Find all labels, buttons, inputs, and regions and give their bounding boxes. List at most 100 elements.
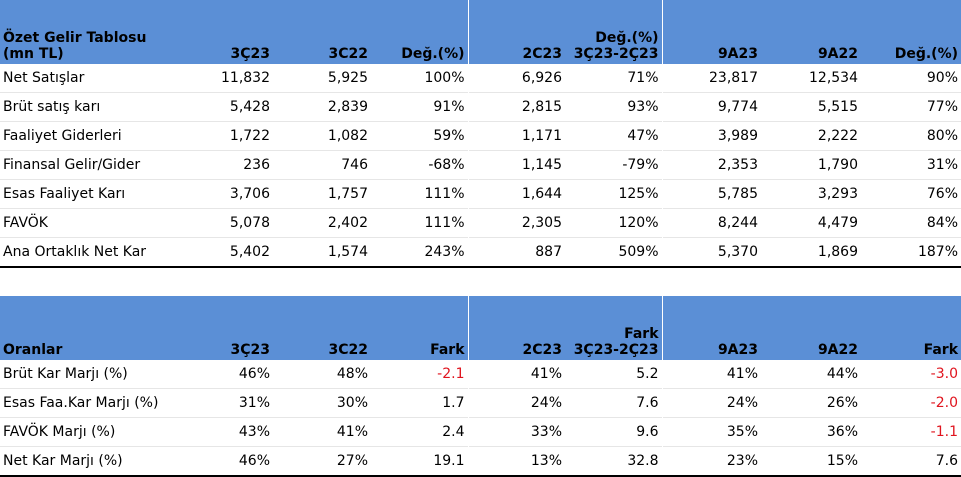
- cell-value: 90%: [926, 70, 958, 86]
- cell-value: 5,402: [229, 244, 270, 260]
- cell-value: 125%: [618, 186, 659, 202]
- cell-value: 111%: [424, 215, 465, 231]
- cell-value: 41%: [661, 360, 761, 389]
- income-header-row: Özet Gelir Tablosu (mn TL) 3Ç23 3C22 Değ.…: [0, 0, 961, 64]
- row-label: FAVÖK: [3, 215, 48, 231]
- ratio-row: Brüt Kar Marjı (%) 46% 48% -2.1 41% 5.2 41% 44%…: [0, 360, 961, 389]
- cell-value: 120%: [618, 215, 659, 231]
- ratios-table-title: Oranlar: [3, 342, 63, 358]
- cell-value: 2,222: [817, 128, 858, 144]
- cell-value: 243%: [424, 244, 465, 260]
- cell-value: 1,644: [467, 179, 565, 209]
- cell-value: 1,082: [327, 128, 368, 144]
- cell-value: 77%: [926, 99, 958, 115]
- cell-value: 509%: [618, 244, 659, 260]
- cell-value: -79%: [622, 157, 659, 173]
- income-row: Brüt satış karı 5,428 2,839 91% 2,815 93% 9,77…: [0, 92, 961, 122]
- cell-value: 23%: [661, 446, 761, 476]
- cell-value: 1,171: [467, 121, 565, 151]
- income-row: FAVÖK 5,078 2,402 111% 2,305 120% 8,244 4,479 84…: [0, 208, 961, 238]
- ratio-row: Esas Faa.Kar Marjı (%) 31% 30% 1.7 24% 7.6 24%…: [0, 388, 961, 418]
- row-label: FAVÖK Marjı (%): [3, 424, 116, 440]
- cell-value: 5,428: [229, 99, 270, 115]
- cell-value: 1,574: [327, 244, 368, 260]
- income-table-body: Net Satışlar 11,832 5,925 100% 6,926 71% 23,81…: [0, 64, 961, 267]
- row-label: Esas Faa.Kar Marjı (%): [3, 395, 159, 411]
- cell-value: 887: [467, 237, 565, 267]
- ratio-col-header-9m-diff: Fark: [923, 342, 958, 358]
- cell-value: 3,293: [817, 186, 858, 202]
- col-header-9m-change: Değ.(%): [894, 46, 958, 62]
- cell-value: 1,145: [467, 150, 565, 180]
- income-row: Finansal Gelir/Gider 236 746 -68% 1,145 -79% 2…: [0, 150, 961, 180]
- col-header-3q23: 3Ç23: [230, 46, 271, 62]
- ratio-col-header-9m22: 9A22: [817, 342, 858, 358]
- row-label: Net Satışlar: [3, 70, 85, 86]
- ratio-row: Net Kar Marjı (%) 46% 27% 19.1 13% 32.8 23% 15%…: [0, 446, 961, 476]
- cell-value: 33%: [467, 417, 565, 447]
- cell-value: 7.6: [935, 453, 958, 469]
- cell-value: 6,926: [467, 64, 565, 93]
- cell-value: 5,078: [229, 215, 270, 231]
- cell-value: 15%: [826, 453, 858, 469]
- cell-value: 46%: [238, 366, 270, 382]
- cell-value: 48%: [336, 366, 368, 382]
- cell-value: 1,790: [817, 157, 858, 173]
- cell-value: 41%: [467, 360, 565, 389]
- row-label: Ana Ortaklık Net Kar: [3, 244, 147, 260]
- cell-value: 8,244: [661, 208, 761, 238]
- cell-value: 3,989: [661, 121, 761, 151]
- ratio-col-header-qoq-diff: Fark 3Ç23-2Ç23: [573, 326, 659, 358]
- row-label: Finansal Gelir/Gider: [3, 157, 141, 173]
- ratio-col-header-2q23: 2C23: [467, 296, 565, 360]
- ratio-col-header-3q22: 3C22: [328, 342, 369, 358]
- cell-value: 4,479: [817, 215, 858, 231]
- cell-value: 32.8: [627, 453, 659, 469]
- cell-value: -2.1: [437, 366, 465, 382]
- cell-value: 1,757: [327, 186, 368, 202]
- ratios-table-body: Brüt Kar Marjı (%) 46% 48% -2.1 41% 5.2 41% 44%…: [0, 360, 961, 476]
- col-header-9m22: 9A22: [817, 46, 858, 62]
- income-table-title: Özet Gelir Tablosu (mn TL): [3, 30, 147, 62]
- cell-value: 9.6: [636, 424, 659, 440]
- cell-value: 30%: [336, 395, 368, 411]
- income-row: Ana Ortaklık Net Kar 5,402 1,574 243% 887 509…: [0, 237, 961, 267]
- row-label: Faaliyet Giderleri: [3, 128, 122, 144]
- cell-value: 2,305: [467, 208, 565, 238]
- cell-value: 3,706: [229, 186, 270, 202]
- cell-value: 5,785: [661, 179, 761, 209]
- cell-value: 47%: [627, 128, 659, 144]
- cell-value: 12,534: [809, 70, 858, 86]
- cell-value: 24%: [467, 388, 565, 418]
- cell-value: 26%: [826, 395, 858, 411]
- cell-value: 100%: [424, 70, 465, 86]
- row-label: Net Kar Marjı (%): [3, 453, 123, 469]
- cell-value: 5,370: [661, 237, 761, 267]
- col-header-yoy-change: Değ.(%): [401, 46, 465, 62]
- cell-value: 23,817: [661, 64, 761, 93]
- cell-value: 80%: [926, 128, 958, 144]
- cell-value: 11,832: [221, 70, 270, 86]
- ratio-col-header-yoy-diff: Fark: [430, 342, 465, 358]
- cell-value: -3.0: [930, 366, 958, 382]
- cell-value: 2,402: [327, 215, 368, 231]
- cell-value: -2.0: [930, 395, 958, 411]
- cell-value: 13%: [467, 446, 565, 476]
- cell-value: 27%: [336, 453, 368, 469]
- cell-value: 59%: [433, 128, 465, 144]
- cell-value: 36%: [826, 424, 858, 440]
- cell-value: 7.6: [636, 395, 659, 411]
- cell-value: 71%: [627, 70, 659, 86]
- cell-value: 76%: [926, 186, 958, 202]
- cell-value: 9,774: [661, 92, 761, 122]
- cell-value: 5,925: [327, 70, 368, 86]
- cell-value: 24%: [661, 388, 761, 418]
- cell-value: 35%: [661, 417, 761, 447]
- cell-value: 44%: [826, 366, 858, 382]
- cell-value: -68%: [428, 157, 465, 173]
- ratio-col-header-9m23: 9A23: [661, 296, 761, 360]
- cell-value: 746: [341, 157, 368, 173]
- cell-value: 43%: [238, 424, 270, 440]
- cell-value: 5,515: [817, 99, 858, 115]
- cell-value: 111%: [424, 186, 465, 202]
